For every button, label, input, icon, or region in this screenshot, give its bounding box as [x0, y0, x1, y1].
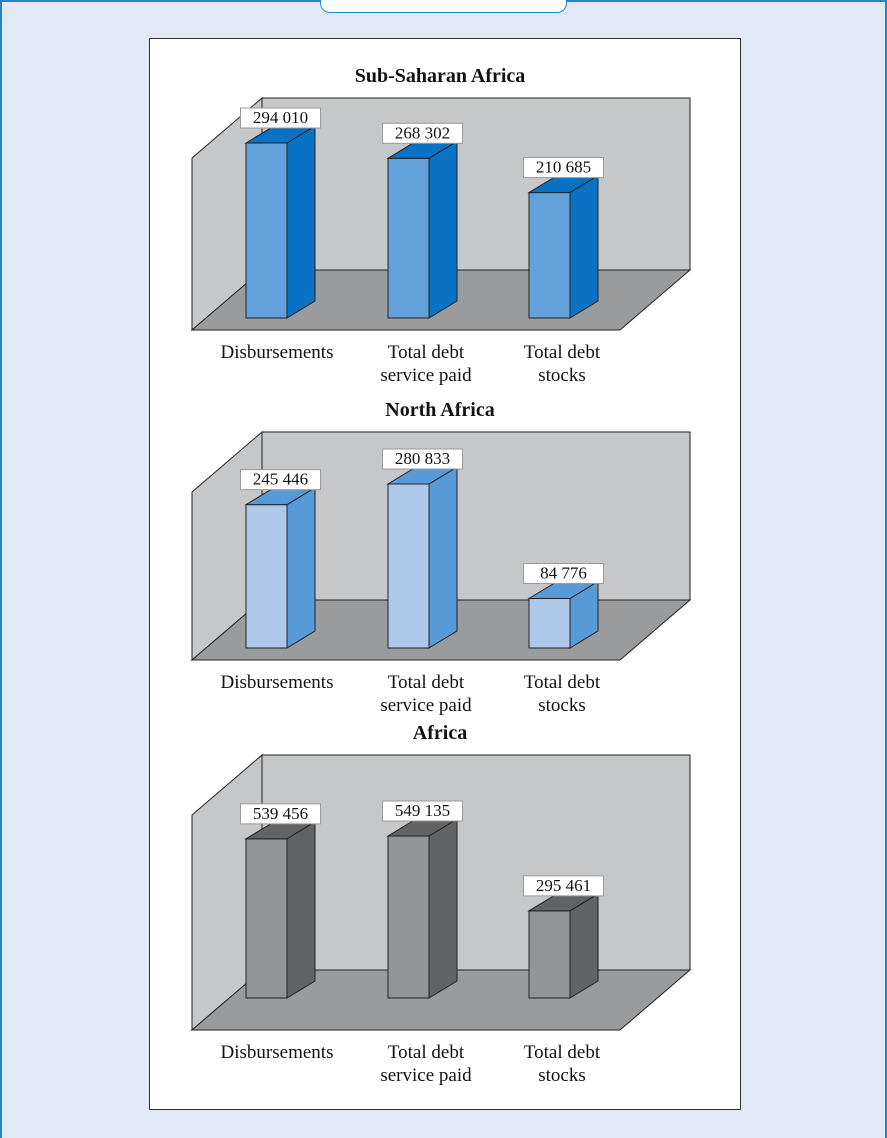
bar-front	[528, 910, 571, 999]
chart-sub-saharan-africa: Sub-Saharan Africa 294 010 Disbursements 26…	[190, 65, 692, 386]
data-label: 280 833	[395, 449, 450, 468]
bar-side	[428, 818, 458, 999]
chart-north-africa: North Africa 245 446 Disbursements 280 833 T…	[190, 399, 692, 716]
category-label: service paid	[380, 1065, 472, 1086]
bar-front	[387, 483, 430, 649]
bar-front	[245, 838, 288, 999]
bar-total-debt-stocks	[527, 174, 600, 319]
category-label: Disbursements	[221, 342, 334, 363]
data-label: 84 776	[540, 563, 587, 582]
bar-side	[286, 820, 316, 999]
back-wall	[261, 431, 691, 601]
chart-title: North Africa	[385, 399, 494, 421]
category-label: Total debt	[524, 342, 601, 363]
back-wall	[261, 97, 691, 271]
category-label: stocks	[538, 1065, 586, 1086]
bar-disbursements	[244, 125, 317, 319]
category-label: Total debt	[388, 672, 465, 693]
data-label: 539 456	[253, 804, 308, 823]
category-label: service paid	[380, 365, 472, 386]
bar-front	[528, 192, 571, 319]
bar-front	[245, 504, 288, 649]
data-label-box	[240, 469, 321, 491]
category-label: Disbursements	[221, 1042, 334, 1063]
category-label: stocks	[538, 695, 586, 716]
category-label: Total debt	[388, 1042, 465, 1063]
data-label-box	[523, 157, 604, 179]
bar-side	[428, 140, 458, 319]
bar-front	[245, 142, 288, 319]
bar-front	[387, 835, 430, 999]
back-wall	[261, 754, 691, 971]
data-label: 245 446	[253, 470, 308, 489]
data-label: 210 685	[536, 158, 591, 177]
data-label: 268 302	[395, 123, 450, 142]
bar-total-debt-stocks	[527, 892, 600, 999]
bar-total-debt-service-paid	[386, 466, 459, 649]
category-label: Total debt	[388, 342, 465, 363]
bar-disbursements	[244, 486, 317, 649]
bar-front	[387, 157, 430, 319]
bar-side	[569, 174, 599, 319]
data-label-box	[382, 800, 463, 822]
bar-total-debt-stocks	[527, 580, 600, 649]
bar-total-debt-service-paid	[386, 818, 459, 999]
chart-title: Africa	[413, 722, 467, 744]
bar-total-debt-service-paid	[386, 140, 459, 319]
category-label: Total debt	[524, 672, 601, 693]
data-label: 294 010	[253, 108, 308, 127]
data-label-box	[240, 803, 321, 825]
bar-side	[428, 466, 458, 649]
category-label: service paid	[380, 695, 472, 716]
data-label-box	[523, 562, 604, 584]
bar-side	[286, 125, 316, 319]
data-label-box	[240, 107, 321, 129]
bar-side	[286, 486, 316, 649]
data-label: 295 461	[536, 876, 591, 895]
data-label-box	[382, 448, 463, 470]
data-label-box	[382, 122, 463, 144]
data-label-box	[523, 875, 604, 897]
category-label: Total debt	[524, 1042, 601, 1063]
category-label: stocks	[538, 365, 586, 386]
bar-side	[569, 892, 599, 999]
bar-disbursements	[244, 820, 317, 999]
chart-title: Sub-Saharan Africa	[355, 65, 526, 87]
data-label: 549 135	[395, 801, 450, 820]
chart-africa: Africa 539 456 Disbursements 549 135 Total d…	[190, 722, 692, 1086]
bar-front	[528, 597, 571, 649]
category-label: Disbursements	[221, 672, 334, 693]
